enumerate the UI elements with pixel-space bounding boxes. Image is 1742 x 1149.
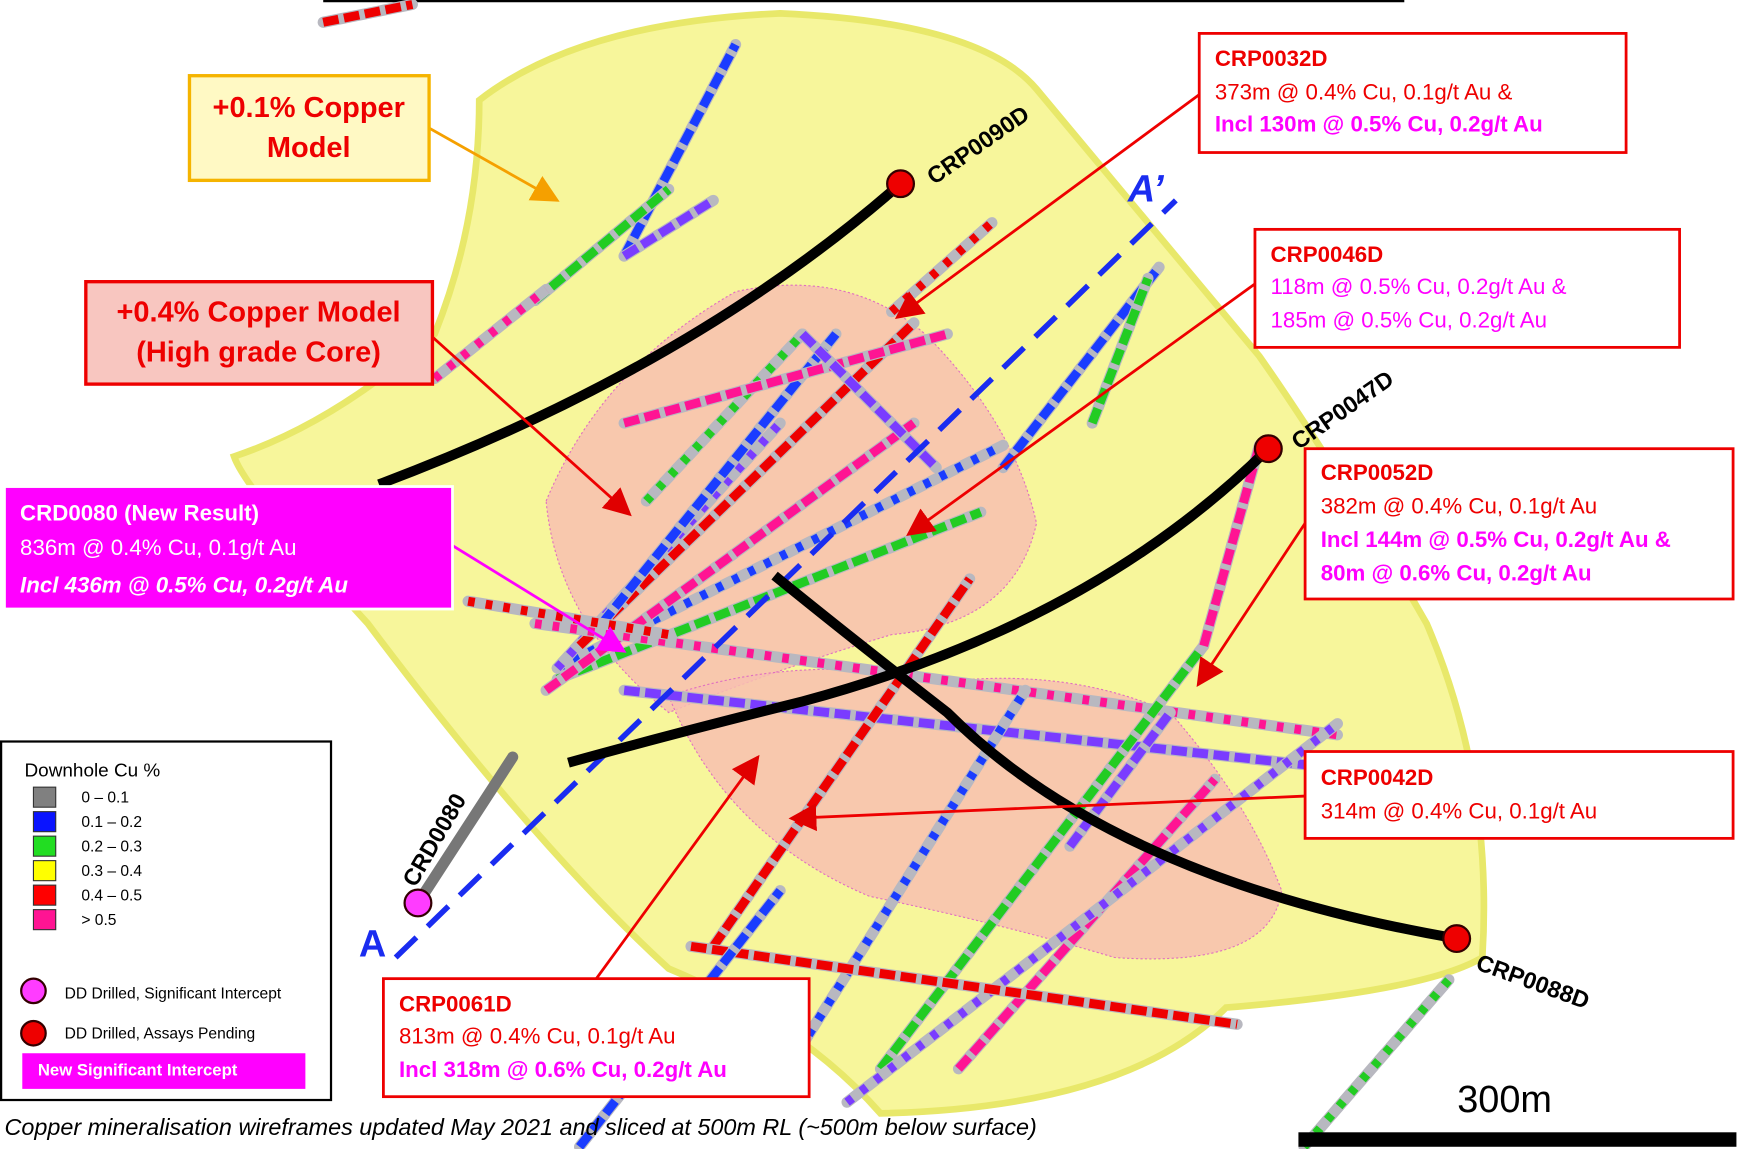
drill-assay [598, 331, 840, 627]
callout-arrow [451, 544, 627, 653]
drill-assay [1300, 976, 1453, 1149]
section-label: A [359, 923, 386, 965]
callout-arrow [428, 332, 632, 517]
callout-title: CRP0061D [399, 991, 512, 1016]
callout-title: CRP0042D [1321, 765, 1434, 790]
legend-label: > 0.5 [81, 912, 116, 929]
legend-swatch [32, 860, 57, 882]
drill-assay [621, 196, 716, 260]
drill-assay [690, 941, 1238, 1029]
drill-assay [620, 42, 740, 259]
callout-box [1197, 32, 1628, 154]
collar [1442, 924, 1472, 954]
scale-label: 300m [1457, 1079, 1552, 1121]
legend-label: 0.2 – 0.3 [81, 838, 142, 855]
hole-label: CRP0088D [1473, 949, 1593, 1014]
callout-line: Incl 318m @ 0.6% Cu, 0.2g/t Au [399, 1057, 727, 1082]
callout-arrow [595, 754, 760, 980]
callout-line: 118m @ 0.5% Cu, 0.2g/t Au & [1271, 274, 1567, 299]
caption: Copper mineralisation wireframes updated… [4, 1114, 1036, 1140]
drill-trace [841, 718, 1344, 1108]
legend-label: 0.3 – 0.4 [81, 863, 142, 880]
callout-arrow [788, 794, 1306, 832]
legend-swatch [22, 1053, 306, 1089]
model-label-box [187, 74, 431, 183]
drill-assay [1199, 444, 1264, 647]
legend-swatch [32, 811, 57, 833]
callout-title: CRP0046D [1271, 242, 1384, 267]
legend-label: 0 – 0.1 [81, 789, 129, 806]
callout-title: CRP0052D [1321, 460, 1434, 485]
model-label: (High grade Core) [136, 337, 381, 369]
drill-assay [532, 185, 672, 305]
drill-assay [576, 319, 918, 649]
legend-symbol [20, 977, 47, 1005]
scale-bar [1298, 1132, 1737, 1147]
drill-assay [776, 687, 1030, 1083]
legend-label: 0.1 – 0.2 [81, 814, 142, 831]
drill-assay [643, 330, 806, 505]
callout-line: 382m @ 0.4% Cu, 0.1g/t Au [1321, 494, 1597, 519]
callout-arrow [906, 282, 1256, 537]
callout-arrow [894, 93, 1201, 319]
callout-line: 836m @ 0.4% Cu, 0.1g/t Au [20, 535, 296, 560]
drill-assay [322, 0, 414, 27]
callout-line: 373m @ 0.4% Cu, 0.1g/t Au & [1215, 79, 1513, 104]
callout-line: 185m @ 0.5% Cu, 0.2g/t Au [1271, 308, 1547, 333]
collar [403, 888, 433, 918]
model-label: +0.4% Copper Model [117, 297, 401, 329]
callout-box [3, 485, 454, 611]
drill-assay [999, 264, 1163, 471]
legend-swatch [32, 884, 57, 906]
model-label-box [84, 280, 435, 386]
callout-line: 813m @ 0.4% Cu, 0.1g/t Au [399, 1024, 675, 1049]
callout-line: 80m @ 0.6% Cu, 0.2g/t Au [1321, 560, 1592, 585]
callout-title: CRP0032D [1215, 46, 1328, 71]
legend-label: New Significant Intercept [38, 1060, 238, 1079]
callout-box [1303, 750, 1735, 840]
legend-label: DD Drilled, Significant Intercept [65, 985, 282, 1002]
drill-assay [555, 508, 983, 684]
callout-line: Incl 436m @ 0.5% Cu, 0.2g/t Au [20, 573, 348, 598]
hole-trace [377, 179, 904, 490]
drill-assay [709, 576, 974, 949]
callout-line: 314m @ 0.4% Cu, 0.1g/t Au [1321, 799, 1597, 824]
legend-swatch [32, 909, 57, 931]
overlay: CRP0090DCRP0047DCRP0088DCRD0080AA’+0.1% … [0, 32, 1737, 1147]
drill-assay [1088, 276, 1153, 425]
callout-arrow [428, 126, 560, 202]
callout-arrow [1196, 522, 1307, 688]
drill-assay [1066, 709, 1174, 849]
callout-line: Incl 144m @ 0.5% Cu, 0.2g/t Au & [1321, 527, 1671, 552]
legend-label: DD Drilled, Assays Pending [65, 1025, 256, 1042]
legend-swatch [32, 835, 57, 857]
legend-swatch [32, 786, 57, 808]
drill-assay [623, 685, 1338, 773]
callout-line: Incl 130m @ 0.5% Cu, 0.2g/t Au [1215, 112, 1543, 137]
collar [886, 169, 916, 199]
hole-trace [567, 445, 1272, 768]
hole-trace [771, 571, 1458, 944]
legend-label: 0.4 – 0.5 [81, 887, 142, 904]
drill-assay [799, 330, 940, 471]
callout-box [1253, 227, 1681, 349]
callout-box [382, 977, 811, 1099]
hole-label: CRP0047D [1287, 365, 1399, 454]
legend-title: Downhole Cu % [25, 761, 161, 782]
section-label: A’ [1127, 169, 1164, 211]
legend-symbol [20, 1019, 47, 1047]
hole-trace [412, 751, 519, 909]
drill-assay [876, 643, 1208, 1072]
drill-assay [555, 441, 1006, 673]
collar [1253, 434, 1283, 464]
callout-title: CRD0080 (New Result) [20, 500, 259, 525]
model-label: Model [267, 132, 351, 164]
drill-assay [622, 329, 949, 428]
drill-trace [529, 617, 1344, 741]
drill-assay [431, 285, 549, 383]
callout-box [1303, 447, 1735, 601]
model-label: +0.1% Copper [213, 92, 405, 124]
